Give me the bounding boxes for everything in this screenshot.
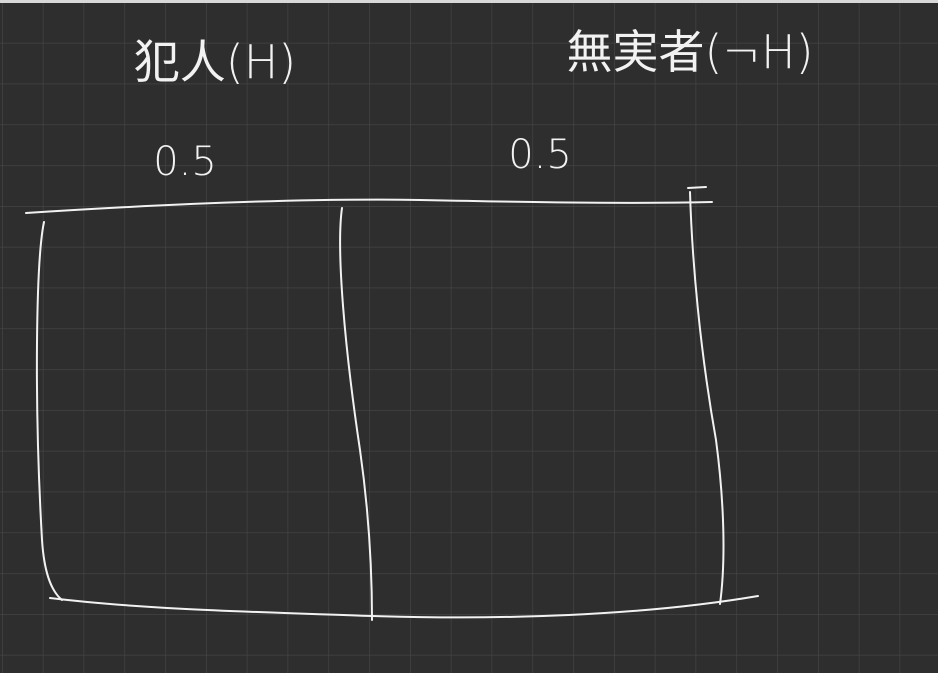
table-corner-stroke <box>687 186 707 189</box>
column-label: 犯人(H) <box>134 35 296 89</box>
table-left-line <box>35 221 63 601</box>
column-value: 0.5 <box>153 139 217 185</box>
top-edge <box>0 0 938 3</box>
table-top-line <box>25 198 713 214</box>
table-right-line <box>689 191 725 605</box>
table-middle-line <box>339 207 373 621</box>
table-bottom-line <box>49 595 759 619</box>
column-label: 無実者(¬H) <box>566 25 813 79</box>
column-value: 0.5 <box>508 132 572 178</box>
